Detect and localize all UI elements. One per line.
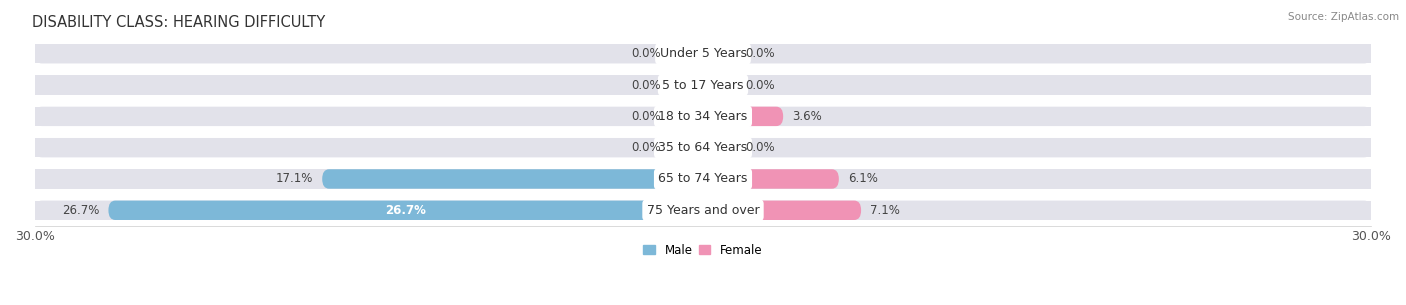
FancyBboxPatch shape bbox=[35, 44, 1371, 63]
FancyBboxPatch shape bbox=[322, 169, 703, 189]
Text: 7.1%: 7.1% bbox=[870, 204, 900, 217]
Text: 0.0%: 0.0% bbox=[745, 141, 775, 154]
Text: 3.6%: 3.6% bbox=[792, 110, 823, 123]
Bar bbox=[35, 138, 1371, 157]
FancyBboxPatch shape bbox=[35, 107, 1371, 126]
Bar bbox=[35, 107, 1371, 126]
Text: 0.0%: 0.0% bbox=[745, 79, 775, 92]
Bar bbox=[35, 201, 1371, 220]
FancyBboxPatch shape bbox=[703, 138, 737, 157]
Text: 75 Years and over: 75 Years and over bbox=[647, 204, 759, 217]
FancyBboxPatch shape bbox=[669, 107, 703, 126]
Text: Under 5 Years: Under 5 Years bbox=[659, 47, 747, 60]
FancyBboxPatch shape bbox=[703, 169, 839, 189]
Legend: Male, Female: Male, Female bbox=[638, 239, 768, 261]
FancyBboxPatch shape bbox=[35, 169, 1371, 189]
FancyBboxPatch shape bbox=[703, 75, 737, 95]
Text: 0.0%: 0.0% bbox=[631, 79, 661, 92]
FancyBboxPatch shape bbox=[35, 75, 1371, 95]
Text: 65 to 74 Years: 65 to 74 Years bbox=[658, 173, 748, 185]
Text: 17.1%: 17.1% bbox=[276, 173, 314, 185]
FancyBboxPatch shape bbox=[703, 201, 860, 220]
FancyBboxPatch shape bbox=[35, 138, 1371, 157]
Text: 35 to 64 Years: 35 to 64 Years bbox=[658, 141, 748, 154]
Text: 6.1%: 6.1% bbox=[848, 173, 877, 185]
FancyBboxPatch shape bbox=[108, 201, 703, 220]
FancyBboxPatch shape bbox=[669, 138, 703, 157]
FancyBboxPatch shape bbox=[35, 201, 1371, 220]
Bar bbox=[35, 75, 1371, 95]
Text: 0.0%: 0.0% bbox=[631, 47, 661, 60]
FancyBboxPatch shape bbox=[703, 44, 737, 63]
Text: 26.7%: 26.7% bbox=[62, 204, 100, 217]
Text: Source: ZipAtlas.com: Source: ZipAtlas.com bbox=[1288, 12, 1399, 22]
Text: DISABILITY CLASS: HEARING DIFFICULTY: DISABILITY CLASS: HEARING DIFFICULTY bbox=[32, 15, 326, 30]
FancyBboxPatch shape bbox=[669, 44, 703, 63]
Text: 18 to 34 Years: 18 to 34 Years bbox=[658, 110, 748, 123]
Text: 0.0%: 0.0% bbox=[745, 47, 775, 60]
Text: 0.0%: 0.0% bbox=[631, 141, 661, 154]
Text: 26.7%: 26.7% bbox=[385, 204, 426, 217]
FancyBboxPatch shape bbox=[703, 107, 783, 126]
Bar bbox=[35, 44, 1371, 63]
Text: 0.0%: 0.0% bbox=[631, 110, 661, 123]
FancyBboxPatch shape bbox=[669, 75, 703, 95]
Text: 5 to 17 Years: 5 to 17 Years bbox=[662, 79, 744, 92]
Bar bbox=[35, 169, 1371, 189]
